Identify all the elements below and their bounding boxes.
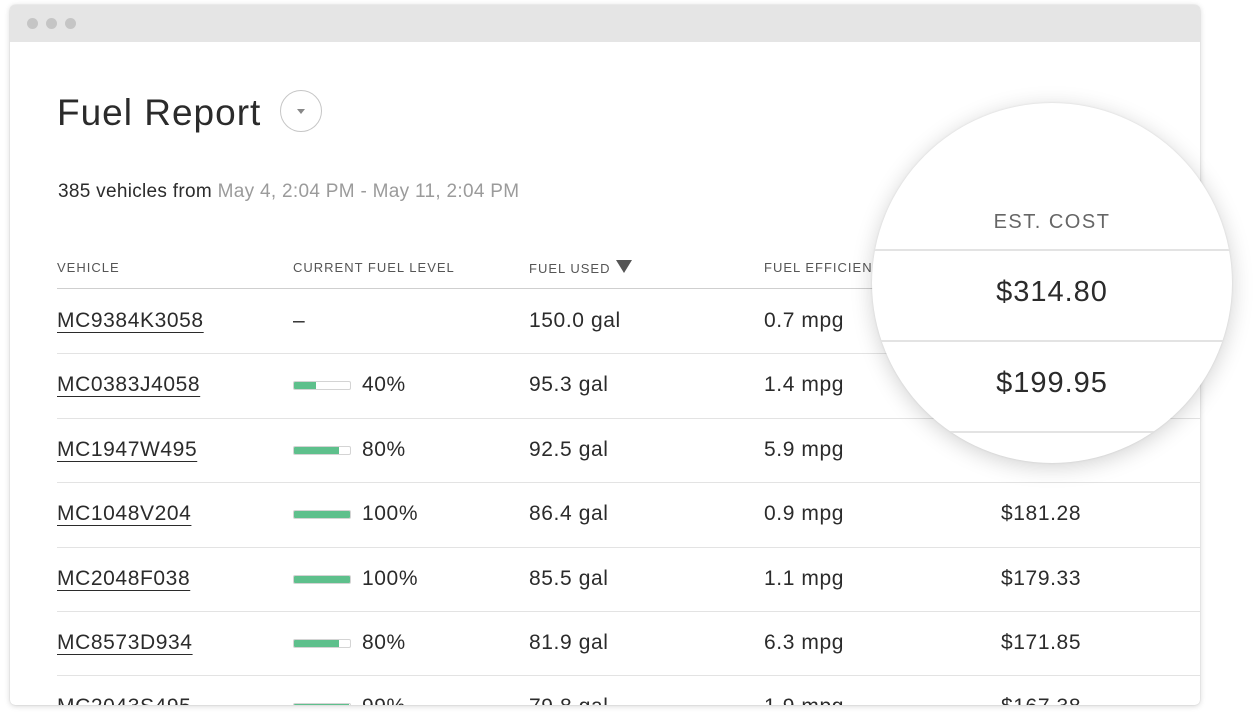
fuel-level-bar-fill	[294, 446, 339, 454]
column-header-vehicle[interactable]: VEHICLE	[57, 260, 120, 275]
fuel-level-bar-fill	[294, 640, 339, 647]
report-menu-button[interactable]	[280, 90, 322, 132]
column-header-fuel-efficiency[interactable]: FUEL EFFICIEN	[764, 260, 873, 275]
fuel-level-text: 100%	[362, 566, 419, 590]
vehicle-link[interactable]: MC2043S495	[57, 675, 191, 705]
fuel-level-text: 100%	[362, 502, 419, 526]
table-row[interactable]: MC1947W495 80% 92.5 gal 5.9 mpg	[10, 418, 1200, 482]
sort-descending-icon	[616, 260, 633, 273]
magnifier-divider	[872, 431, 1232, 433]
vehicle-link[interactable]: MC1947W495	[57, 437, 198, 461]
est-cost-value: $179.33	[1001, 566, 1082, 590]
fuel-level-bar-fill	[294, 382, 317, 390]
page-title: Fuel Report	[57, 92, 262, 133]
fuel-level-bar-fill	[294, 511, 350, 519]
window-dot[interactable]	[65, 18, 76, 29]
fuel-level-bar	[293, 445, 351, 455]
magnifier-divider	[872, 249, 1232, 251]
fuel-used-value: 95.3 gal	[529, 373, 609, 397]
est-cost-value: $167.38	[1001, 675, 1081, 705]
fuel-level-text: 40%	[362, 373, 406, 397]
vehicle-link[interactable]: MC2048F038	[57, 566, 191, 590]
vehicle-link[interactable]: MC1048V204	[57, 502, 192, 526]
fuel-efficiency-value: 0.9 mpg	[764, 502, 845, 526]
vehicle-count: 385 vehicles from	[58, 181, 213, 202]
fuel-level-bar	[293, 703, 351, 705]
fuel-used-value: 79.8 gal	[529, 675, 609, 705]
fuel-efficiency-value: 1.4 mpg	[764, 373, 845, 397]
date-range[interactable]: May 4, 2:04 PM - May 11, 2:04 PM	[217, 181, 520, 202]
column-header-fuel-used[interactable]: FUEL USED	[529, 260, 633, 276]
report-content: Fuel Report 385 vehicles from May 4, 2:0…	[10, 42, 1200, 705]
magnifier-divider	[872, 340, 1232, 342]
fuel-used-value: 150.0 gal	[529, 309, 621, 332]
fuel-used-value: 86.4 gal	[529, 502, 609, 526]
table-header-divider	[57, 288, 1200, 289]
table-row[interactable]: MC2048F038 100% 85.5 gal 1.1 mpg $179.33	[10, 547, 1200, 611]
fuel-level-text: 99%	[362, 675, 406, 705]
fuel-level-text: 80%	[362, 437, 406, 461]
table-row[interactable]: MC2043S495 99% 79.8 gal 1.9 mpg $167.38	[10, 675, 1200, 705]
fuel-level-bar	[293, 381, 351, 391]
fuel-level-bar	[293, 510, 351, 520]
fuel-efficiency-value: 0.7 mpg	[764, 309, 845, 332]
fuel-level-bar	[293, 639, 351, 648]
row-divider	[57, 417, 1200, 419]
fuel-level-text: 80%	[362, 631, 406, 654]
magnified-column-header-est-cost: EST. COST	[993, 211, 1111, 233]
fuel-efficiency-value: 1.1 mpg	[764, 566, 845, 590]
row-divider	[57, 546, 1200, 548]
fuel-level-bar-fill	[294, 575, 350, 583]
cost-magnifier: EST. COST $314.80 $199.95	[872, 103, 1232, 463]
row-divider	[57, 353, 1200, 355]
table-row[interactable]: MC1048V204 100% 86.4 gal 0.9 mpg $181.28	[10, 482, 1200, 546]
fuel-used-value: 92.5 gal	[529, 437, 609, 461]
vehicle-link[interactable]: MC0383J4058	[57, 373, 201, 397]
row-divider	[57, 675, 1200, 677]
fuel-used-value: 85.5 gal	[529, 566, 609, 590]
magnified-cost-value: $314.80	[996, 276, 1108, 308]
fuel-efficiency-value: 6.3 mpg	[764, 631, 845, 654]
fuel-level-bar-fill	[294, 704, 350, 705]
vehicle-link[interactable]: MC8573D934	[57, 631, 193, 654]
fuel-efficiency-value: 5.9 mpg	[764, 437, 845, 461]
fuel-used-value: 81.9 gal	[529, 631, 609, 654]
est-cost-value: $181.28	[1001, 502, 1082, 526]
row-divider	[57, 482, 1200, 484]
window-dot[interactable]	[27, 18, 38, 29]
fuel-level-text: –	[293, 309, 306, 332]
fuel-efficiency-value: 1.9 mpg	[764, 675, 844, 705]
window-dot[interactable]	[46, 18, 57, 29]
table-row[interactable]: MC8573D934 80% 81.9 gal 6.3 mpg $171.85	[10, 611, 1200, 675]
vehicle-link[interactable]: MC9384K3058	[57, 309, 204, 332]
report-summary: 385 vehicles from May 4, 2:04 PM - May 1…	[58, 181, 519, 203]
magnified-cost-value: $199.95	[996, 367, 1108, 399]
fuel-level-bar	[293, 574, 351, 584]
chevron-down-icon	[297, 108, 305, 114]
row-divider	[57, 611, 1200, 612]
window-titlebar	[10, 5, 1200, 42]
est-cost-value: $171.85	[1001, 631, 1082, 654]
column-header-fuel-level[interactable]: CURRENT FUEL LEVEL	[293, 260, 455, 275]
